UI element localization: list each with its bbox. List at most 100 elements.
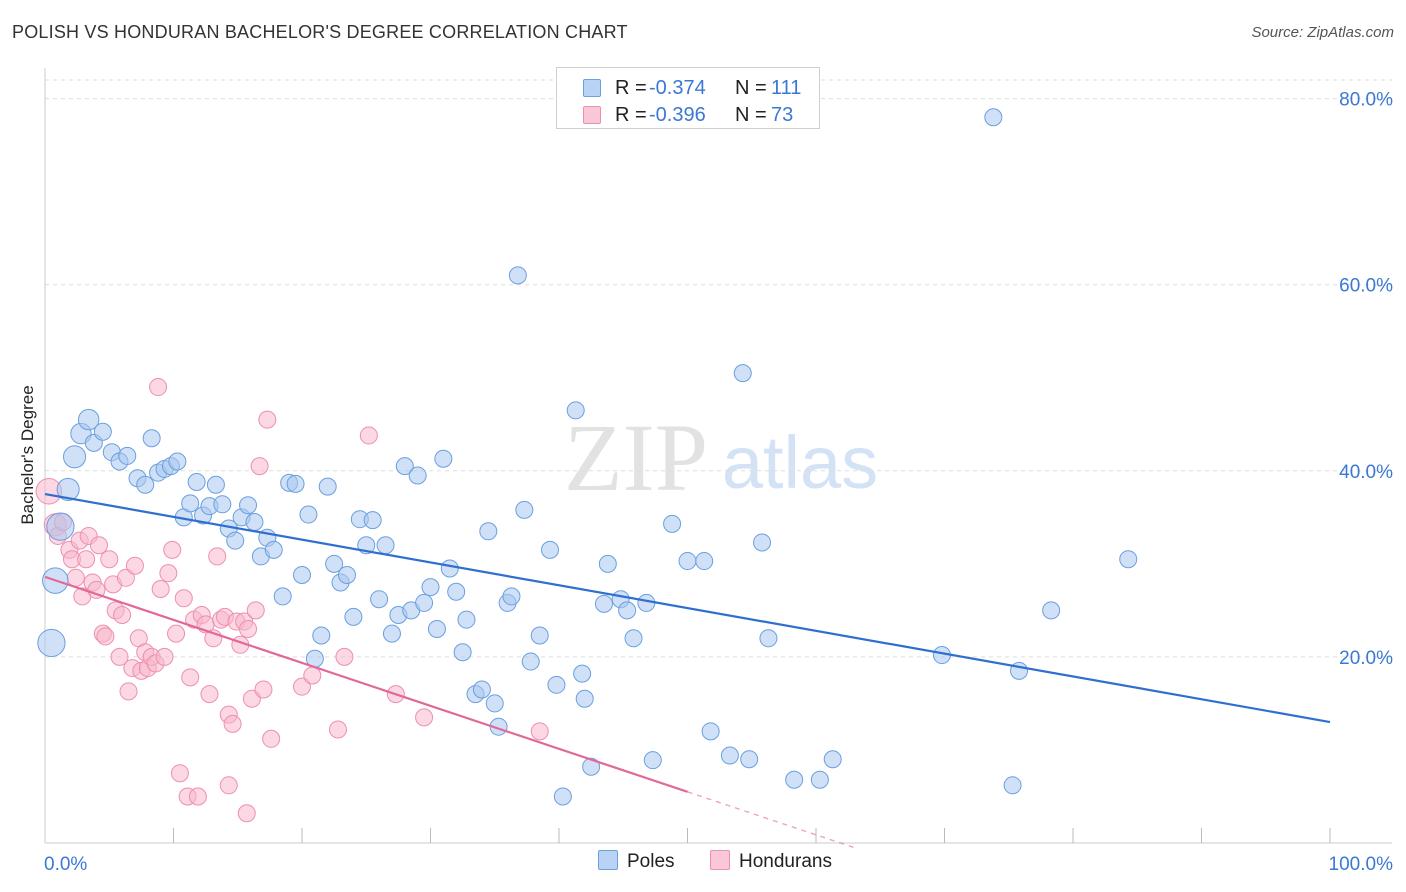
poles-point-100 bbox=[823, 750, 842, 769]
poles-point-88 bbox=[643, 751, 662, 770]
poles-point-0 bbox=[37, 628, 66, 658]
hondurans-point-6 bbox=[66, 568, 85, 587]
poles-point-8 bbox=[93, 422, 112, 441]
poles-point-30 bbox=[245, 512, 264, 531]
poles-point-73 bbox=[521, 652, 540, 671]
poles-point-3 bbox=[56, 477, 80, 501]
poles-point-2 bbox=[46, 512, 75, 541]
y-tick-label-60: 60.0% bbox=[1339, 276, 1393, 297]
poles-point-60 bbox=[440, 559, 459, 578]
hondurans-point-45 bbox=[200, 685, 219, 704]
poles-point-58 bbox=[427, 619, 446, 638]
poles-point-102 bbox=[984, 108, 1003, 127]
poles-point-74 bbox=[530, 626, 549, 645]
hondurans-point-37 bbox=[170, 764, 189, 783]
poles-point-24 bbox=[206, 475, 225, 494]
hondurans-n-label: N = bbox=[735, 104, 767, 126]
hondurans-point-33 bbox=[155, 647, 174, 666]
hondurans-point-34 bbox=[159, 564, 178, 583]
hondurans-point-38 bbox=[174, 589, 193, 608]
chart-title: POLISH VS HONDURAN BACHELOR'S DEGREE COR… bbox=[12, 22, 628, 42]
watermark-zip: ZIP bbox=[564, 404, 708, 511]
legend-poles-swatch bbox=[598, 850, 618, 870]
poles-point-95 bbox=[740, 750, 759, 769]
hondurans-point-22 bbox=[119, 682, 138, 701]
hondurans-point-42 bbox=[188, 787, 207, 806]
hondurans-n-value: 73 bbox=[771, 104, 794, 126]
poles-point-70 bbox=[502, 587, 521, 606]
poles-point-91 bbox=[695, 552, 714, 571]
legend-poles-label: Poles bbox=[627, 851, 675, 872]
y-tick-label-20: 20.0% bbox=[1339, 648, 1393, 669]
y-axis-label: Bachelor's Degree bbox=[18, 385, 37, 525]
poles-point-94 bbox=[733, 364, 752, 383]
poles-r-label: R = bbox=[615, 77, 647, 99]
hondurans-swatch bbox=[583, 106, 601, 124]
poles-point-63 bbox=[457, 610, 476, 629]
poles-n-value: 111 bbox=[771, 77, 802, 99]
poles-point-50 bbox=[376, 536, 395, 555]
poles-point-36 bbox=[286, 474, 305, 493]
poles-point-92 bbox=[701, 722, 720, 741]
poles-point-51 bbox=[382, 624, 401, 643]
poles-trendline bbox=[44, 492, 1331, 724]
hondurans-point-70 bbox=[237, 804, 256, 823]
hondurans-point-24 bbox=[125, 556, 144, 575]
hondurans-point-12 bbox=[87, 580, 106, 599]
hondurans-r-value: -0.396 bbox=[649, 104, 706, 126]
watermark-atlas: atlas bbox=[722, 421, 878, 504]
hondurans-point-71 bbox=[219, 776, 238, 795]
poles-point-103 bbox=[1003, 776, 1022, 795]
hondurans-point-13 bbox=[89, 536, 108, 555]
poles-point-82 bbox=[594, 594, 613, 613]
x-tick-label-0: 0.0% bbox=[44, 854, 87, 875]
hondurans-point-57 bbox=[246, 601, 265, 620]
y-tick-label-40: 40.0% bbox=[1339, 462, 1393, 483]
poles-point-42 bbox=[325, 554, 344, 573]
poles-point-55 bbox=[408, 466, 427, 485]
hondurans-point-35 bbox=[163, 540, 182, 559]
poles-point-66 bbox=[479, 522, 498, 541]
hondurans-point-65 bbox=[335, 647, 354, 666]
hondurans-point-61 bbox=[262, 729, 281, 748]
poles-point-49 bbox=[370, 590, 389, 609]
source-label: Source: ZipAtlas.com bbox=[1251, 24, 1394, 41]
hondurans-point-68 bbox=[415, 708, 434, 727]
legend-item-poles[interactable]: Poles bbox=[598, 850, 675, 873]
poles-point-21 bbox=[187, 472, 206, 491]
poles-point-79 bbox=[573, 664, 592, 683]
legend-hondurans-swatch bbox=[710, 850, 730, 870]
poles-point-80 bbox=[575, 689, 594, 708]
poles-point-40 bbox=[312, 626, 331, 645]
poles-point-87 bbox=[637, 593, 656, 612]
correlation-legend-box: R = -0.374 N = 111 R = -0.396 N = 73 bbox=[556, 67, 820, 129]
poles-point-81 bbox=[582, 757, 601, 776]
poles-point-97 bbox=[759, 629, 778, 648]
legend-item-hondurans[interactable]: Hondurans bbox=[710, 850, 832, 873]
poles-point-37 bbox=[293, 566, 311, 585]
poles-point-76 bbox=[547, 675, 566, 694]
poles-point-27 bbox=[226, 531, 245, 550]
poles-point-83 bbox=[598, 554, 617, 573]
hondurans-point-62 bbox=[293, 677, 311, 696]
poles-point-105 bbox=[1042, 601, 1061, 620]
hondurans-point-55 bbox=[239, 619, 258, 638]
poles-point-75 bbox=[541, 540, 560, 559]
legend-hondurans-label: Hondurans bbox=[739, 851, 832, 872]
poles-point-106 bbox=[1119, 550, 1138, 569]
poles-point-34 bbox=[273, 587, 292, 606]
hondurans-point-19 bbox=[110, 647, 129, 666]
poles-point-13 bbox=[136, 475, 155, 494]
poles-point-44 bbox=[337, 566, 356, 585]
poles-point-6 bbox=[77, 408, 100, 431]
poles-point-96 bbox=[753, 533, 772, 552]
hondurans-point-15 bbox=[96, 627, 115, 646]
poles-point-59 bbox=[434, 449, 453, 468]
poles-point-61 bbox=[447, 582, 466, 601]
poles-r-value: -0.374 bbox=[649, 77, 706, 99]
poles-point-93 bbox=[720, 746, 739, 765]
y-tick-label-80: 80.0% bbox=[1339, 90, 1393, 111]
poles-point-11 bbox=[118, 446, 137, 465]
hondurans-point-66 bbox=[359, 426, 378, 445]
